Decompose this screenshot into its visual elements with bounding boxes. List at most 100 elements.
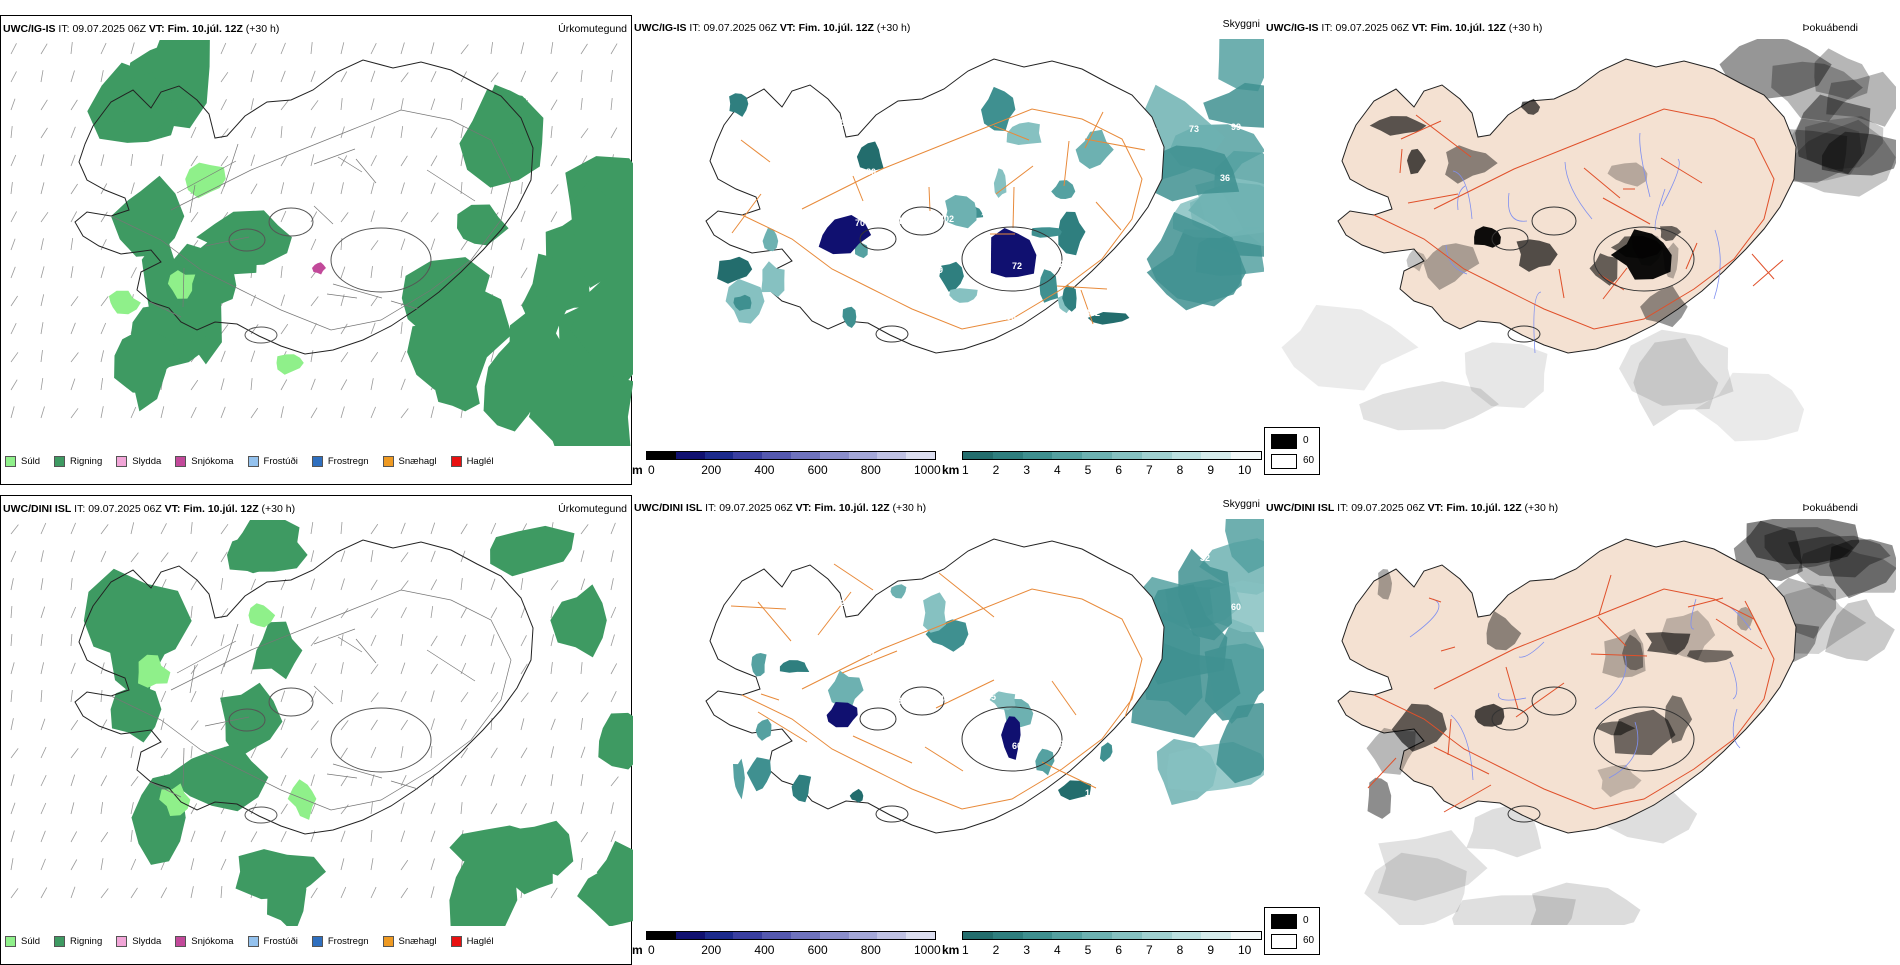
legend-label: Haglél [466,936,494,947]
road [740,139,771,163]
rain-area [490,525,575,577]
panel-header: UWC/IG-IS IT: 09.07.2025 06Z VT: Fim. 10… [634,22,911,34]
wind-barb [40,211,49,223]
wind-barb [40,154,45,167]
colorbar-tick-label: 800 [860,943,881,957]
wind-barb [70,211,78,223]
legend-swatch [382,936,394,947]
wind-barb [310,407,318,419]
wind-barb [100,378,103,391]
wind-barb [370,692,379,703]
legend-swatch [247,936,259,947]
wind-barb [340,578,345,591]
fog-area [1367,777,1392,819]
wind-barb [100,350,104,363]
wind-barb [550,802,555,815]
drizzle-area [287,779,317,820]
wind-barb [40,238,44,251]
road [935,679,995,709]
wind-barb [430,745,433,759]
wind-barb [610,663,618,675]
cloud-legend: 0 60 [1264,907,1320,955]
wind-barb [190,379,199,391]
rain-area [252,621,303,680]
rain-area [220,682,283,759]
river [1533,291,1542,354]
precip-type-panel-row2: UWC/DINI ISL IT: 09.07.2025 06Z VT: Fim.… [0,495,633,965]
road [1428,597,1442,603]
myrdalsjokull-outline [875,325,909,343]
legend-swatch [175,936,187,947]
visibility-label: 43 [762,71,772,81]
cloud-light-label: 60 [1303,455,1315,466]
wind-barb [280,690,286,703]
colorbar-segment [1052,452,1083,459]
wind-barb [280,803,288,815]
wind-barb [460,523,468,535]
wind-barb [370,634,377,647]
road-network [731,108,1146,330]
river [1729,661,1738,700]
wind-barb [220,378,225,391]
legend-item: Snæhagl [382,456,437,467]
wind-barb [160,747,169,759]
visibility-label: 60 [762,551,772,561]
wind-barb [310,42,313,55]
road [1752,259,1784,287]
wind-barb [400,126,404,139]
hofsjokull-outline [268,207,314,237]
panel-title: Þokuábendi [1802,502,1858,514]
wind-barb [370,550,374,563]
fog-area [1516,239,1558,272]
wind-barb [250,578,256,591]
visibility-label: 60 [1012,741,1022,751]
wind-barb [340,608,349,619]
wind-barb [280,182,285,195]
sea-low-visibility [1128,39,1264,311]
legend-item: Súld [5,936,40,947]
wind-barb [70,690,73,703]
colorbar-segment [1141,932,1172,939]
wind-barb [490,662,495,675]
wind-barb [400,746,404,759]
rain-area [264,854,307,926]
wind-barb [130,182,135,195]
colorbar-segment [848,932,878,939]
road [1715,618,1763,650]
wind-barb [250,70,255,83]
fog-area [1464,342,1548,408]
wind-barb [490,266,495,279]
fog-area [1474,226,1501,248]
low-vis-area [1006,122,1042,145]
wind-barb [190,720,199,731]
land-fog [1369,98,1688,328]
low-vis-area [890,584,907,599]
wind-barb [70,719,79,731]
wind-barb [430,663,438,675]
road [337,636,363,653]
visibility-label: 324 [1054,259,1069,269]
wind-barb [220,551,228,563]
visibility-label: 44 [939,694,949,704]
road [313,685,334,705]
langjokull-outline [1491,227,1529,251]
road [326,773,358,779]
wind-barb [100,211,108,223]
low-vis-area [791,774,812,803]
river [1732,708,1741,749]
road [355,158,377,184]
wind-barb [40,802,47,815]
colorbar-tick-label: 400 [754,463,775,477]
precip-type-map [10,520,633,926]
visibility-label: 07 [1074,79,1084,89]
wind-barb [160,690,167,703]
fog-area [1686,649,1734,663]
wind-barb [190,211,199,223]
fog-area [1407,148,1426,175]
wind-barb [490,522,497,535]
river [1661,158,1680,207]
colorbar-segment [1022,932,1053,939]
wind-barb [430,858,435,871]
wind-barb [400,155,408,167]
road [313,205,334,225]
